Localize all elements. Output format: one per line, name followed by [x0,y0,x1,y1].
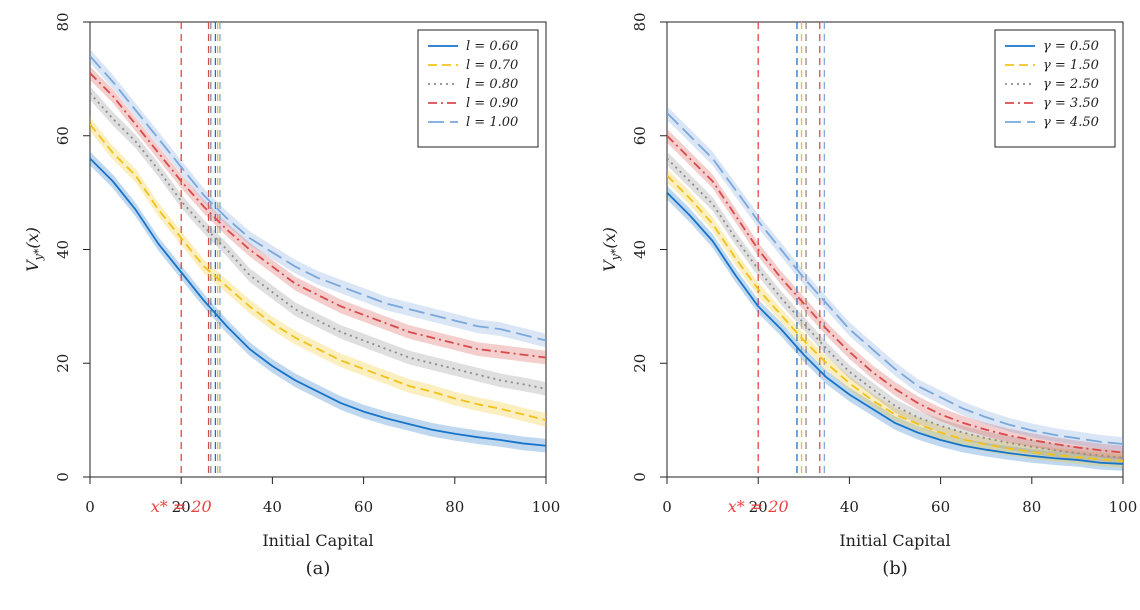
legend-label-2: γ = 1.50 [1043,58,1099,73]
series-line-4 [667,135,1123,454]
series-line-2 [90,123,546,421]
y-tick-label: 20 [631,354,649,373]
panel-b: 0 20 40 60 80 100 0 20 40 60 80 x* = 20 Initial Capi… [600,12,1137,579]
x-tick-label: 40 [840,498,859,516]
legend-label-4: γ = 3.50 [1043,96,1099,111]
y-tick-label: 60 [54,126,72,145]
x-tick-label: 20 [749,498,768,516]
x-tick-label: 40 [263,498,282,516]
xstar-label: x* = 20 [728,497,789,516]
legend-label-5: l = 1.00 [466,115,518,130]
legend-label-3: γ = 2.50 [1043,77,1099,92]
x-tick-label: 80 [445,498,464,516]
legend-label-4: l = 0.90 [466,96,518,111]
series-line-3 [90,92,546,390]
series-band-4 [667,128,1123,460]
legend-label-2: l = 0.70 [466,58,518,73]
y-tick-label: 80 [54,12,72,31]
y-axis-title: Vy*(x) [600,227,622,272]
series-line-1 [667,191,1123,465]
series-band-1 [667,185,1123,471]
x-tick-label: 0 [85,498,95,516]
x-tick-label: 100 [1109,498,1138,516]
y-axis-title: Vy*(x) [23,227,45,272]
y-tick-label: 20 [54,354,72,373]
series-line-2 [667,174,1123,462]
x-axis-title: Initial Capital [262,531,373,550]
x-axis-title: Initial Capital [839,531,950,550]
y-tick-label: 0 [54,472,72,482]
panel-a: 0 20 40 60 80 100 0 20 40 60 80 x* = 20 Initial Capi… [23,12,560,579]
plot-area [667,22,1123,477]
x-tick-label: 80 [1022,498,1041,516]
series-band-2 [667,168,1123,468]
x-tick-label: 60 [931,498,950,516]
legend: l = 0.60 l = 0.70 l = 0.80 l = 0.90 l = 1.00 [417,29,539,148]
legend-box [994,29,1116,148]
x-tick-label: 20 [172,498,191,516]
x-tick-label: 60 [354,498,373,516]
legend-label-3: l = 0.80 [466,77,518,92]
y-tick-label: 80 [631,12,649,31]
y-tick-label: 0 [631,472,649,482]
series-line-1 [90,157,546,447]
legend-label-1: γ = 0.50 [1043,39,1099,54]
y-tick-label: 40 [54,240,72,259]
xstar-label: x* = 20 [151,497,212,516]
legend-label-5: γ = 4.50 [1043,115,1099,130]
legend-label-1: l = 0.60 [466,39,518,54]
legend-box [417,29,539,148]
x-tick-label: 0 [662,498,672,516]
series-line-5 [90,55,546,342]
y-tick-label: 60 [631,126,649,145]
legend: γ = 0.50 γ = 1.50 γ = 2.50 γ = 3.50 γ = 4.50 [994,29,1116,148]
series-band-3 [667,151,1123,465]
panel-caption: (b) [882,558,908,579]
series-line-4 [90,72,546,359]
plot-area [90,22,546,477]
panel-caption: (a) [306,558,331,579]
x-tick-label: 100 [532,498,561,516]
y-tick-label: 40 [631,240,649,259]
series-line-5 [667,112,1123,445]
